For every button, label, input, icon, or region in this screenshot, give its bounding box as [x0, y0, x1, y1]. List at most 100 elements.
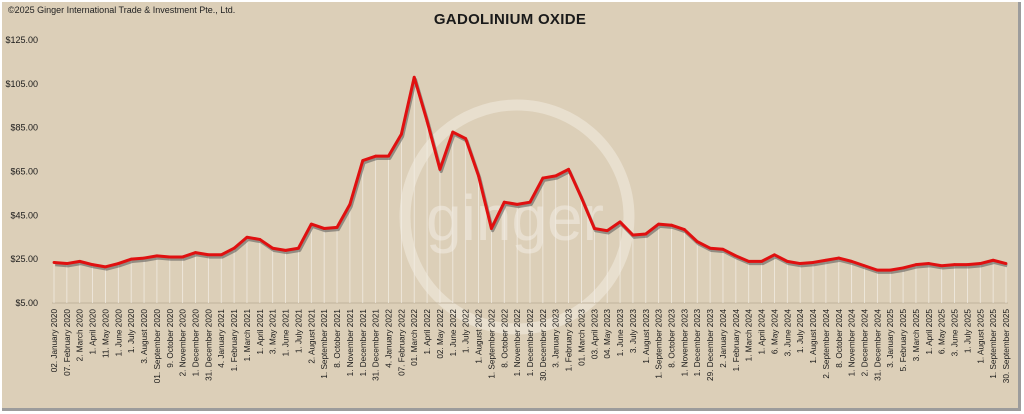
watermark-text: ginger: [426, 182, 604, 254]
y-tick-label: $65.00: [10, 167, 38, 177]
data-point: [850, 259, 854, 263]
x-tick-label: 1. December 2022: [526, 309, 535, 377]
data-point: [914, 263, 918, 267]
x-tick-label: 11. May 2020: [101, 309, 110, 358]
data-point: [888, 268, 892, 272]
x-tick-label: 1. March 2021: [243, 309, 252, 362]
x-tick-label: 1. June 2021: [282, 309, 291, 357]
x-tick-label: 07. February 2022: [397, 309, 406, 376]
x-tick-label: 2. March 2020: [76, 309, 85, 362]
data-point: [657, 222, 661, 226]
data-point: [747, 259, 751, 263]
data-point: [798, 262, 802, 265]
data-point: [91, 263, 94, 267]
x-tick-label: 1. April 2025: [925, 309, 934, 355]
data-point: [631, 233, 635, 237]
data-point: [554, 174, 558, 178]
data-point: [168, 255, 172, 259]
x-tick-label: 03. April 2023: [590, 309, 599, 360]
x-tick-label: 1. June 2023: [616, 309, 625, 357]
x-tick-label: 1. June 2022: [449, 309, 458, 357]
data-point: [515, 202, 519, 206]
x-tick-label: 02. January 2020: [50, 309, 59, 373]
data-point: [901, 266, 905, 270]
data-point: [245, 235, 249, 239]
data-point: [785, 259, 789, 263]
data-point: [708, 246, 712, 250]
data-point: [618, 220, 622, 224]
x-tick-label: 1. August 2022: [475, 309, 484, 364]
data-point: [477, 174, 480, 178]
x-tick-label: 3. June 2025: [951, 309, 960, 357]
x-tick-label: 4. January 2022: [384, 309, 393, 368]
data-point: [875, 268, 879, 272]
x-tick-label: 8. October 2021: [333, 309, 342, 368]
data-point: [206, 253, 210, 257]
data-point: [682, 228, 686, 231]
x-tick-label: 29. December 2023: [706, 309, 715, 381]
data-point: [811, 261, 815, 264]
data-point: [773, 253, 776, 257]
data-point: [155, 254, 159, 258]
data-point: [297, 246, 300, 250]
series-layer: [52, 75, 1008, 274]
x-tick-label: 5. February 2025: [899, 309, 908, 372]
x-tick-label: 1. November 2021: [346, 309, 355, 377]
data-point: [464, 137, 468, 141]
x-tick-label: 02. May 2022: [436, 309, 445, 359]
x-tick-label: 1. February 2024: [732, 309, 741, 372]
data-point: [451, 130, 455, 134]
y-tick-label: $105.00: [5, 79, 38, 89]
x-tick-label: 1. February 2021: [230, 309, 239, 372]
x-tick-label: 1. July 2021: [294, 309, 303, 354]
data-point: [284, 249, 287, 252]
data-point: [502, 200, 506, 204]
x-tick-label: 1. November 2022: [513, 309, 522, 377]
x-tick-label: 01. March 2022: [410, 309, 419, 366]
data-point: [181, 255, 185, 259]
x-tick-label: 9. October 2020: [166, 309, 175, 368]
x-tick-label: 1. April 2021: [256, 309, 265, 355]
x-tick-label: 6. May 2024: [770, 309, 779, 355]
data-point: [528, 200, 532, 204]
data-point: [592, 227, 596, 230]
data-point: [978, 262, 982, 265]
x-tick-label: 3. March 2025: [912, 309, 921, 362]
x-tick-label: 1. September 2022: [487, 309, 496, 379]
x-tick-label: 2. September 2024: [822, 309, 831, 379]
x-tick-label: 1. December 2020: [192, 309, 201, 377]
x-tick-label: 3. June 2024: [783, 309, 792, 357]
data-point: [605, 229, 609, 233]
x-tick-label: 1. July 2024: [796, 309, 805, 354]
data-point: [104, 265, 107, 269]
data-point: [695, 240, 699, 244]
data-point: [541, 176, 545, 180]
x-tick-label: 1. August 2023: [642, 309, 651, 364]
data-point: [65, 262, 69, 265]
data-point: [412, 75, 416, 79]
data-point: [721, 247, 725, 251]
watermark-ring: [399, 99, 635, 335]
copyright-text: ©2025 Ginger International Trade & Inves…: [8, 5, 236, 15]
x-tick-label: 1. August 2025: [976, 309, 985, 364]
data-point: [580, 196, 583, 200]
x-tick-label: 01. March 2023: [577, 309, 586, 366]
watermark: ginger: [399, 99, 635, 335]
data-point: [348, 202, 352, 206]
x-tick-label: 1. June 2020: [114, 309, 123, 357]
data-point: [644, 232, 648, 236]
x-tick-label: 2. December 2024: [860, 309, 869, 377]
data-point: [116, 262, 120, 265]
data-point: [837, 256, 841, 260]
x-tick-label: 8. October 2024: [835, 309, 844, 368]
x-tick-label: 1. November 2023: [680, 309, 689, 377]
data-point: [129, 257, 133, 261]
x-tick-label: 3. January 2025: [886, 309, 895, 368]
data-point: [953, 263, 956, 267]
data-point: [361, 159, 365, 162]
x-tick-label: 1. November 2024: [848, 309, 857, 377]
x-tick-label: 30. September 2025: [1002, 309, 1011, 384]
y-tick-label: $125.00: [5, 35, 38, 45]
data-point: [232, 246, 236, 250]
